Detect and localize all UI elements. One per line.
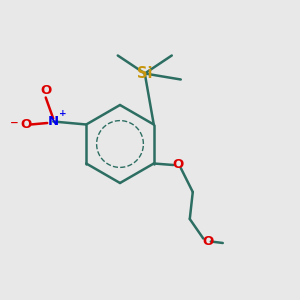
Text: −: − <box>10 118 19 128</box>
Text: O: O <box>172 158 183 172</box>
Text: O: O <box>40 83 51 97</box>
Text: Si: Si <box>137 66 152 81</box>
Text: O: O <box>20 118 31 131</box>
Text: +: + <box>59 110 67 118</box>
Text: O: O <box>202 235 213 248</box>
Text: N: N <box>48 115 59 128</box>
